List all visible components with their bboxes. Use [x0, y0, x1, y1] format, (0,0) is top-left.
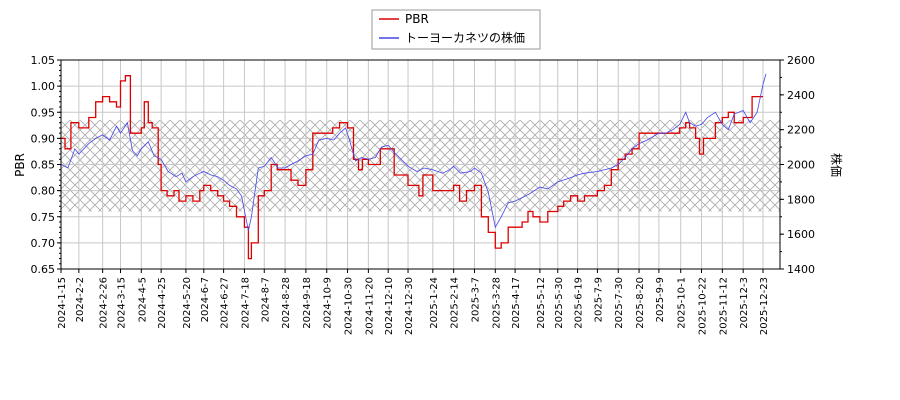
- series-lines: [60, 73, 767, 260]
- y-axis-right-label: 株価: [829, 153, 844, 177]
- y-axis-right: 1400 1600 1800 2000 2200 2400 2600: [780, 54, 815, 276]
- y-tick-label: 1.00: [31, 80, 56, 93]
- y-tick-label: 1.05: [31, 54, 56, 67]
- x-tick-label: 2024-6-27: [220, 277, 231, 329]
- y-right-tick-label: 2200: [787, 124, 815, 137]
- x-tick-label: 2025-11-12: [718, 277, 729, 335]
- legend-pbr-label: PBR: [405, 12, 429, 26]
- x-tick-label: 2024-1-15: [57, 277, 68, 329]
- x-tick-label: 2025-7-30: [614, 277, 625, 329]
- x-tick-label: 2024-9-18: [302, 277, 313, 329]
- x-tick-label: 2024-6-7: [200, 277, 211, 322]
- y-tick-label: 0.75: [31, 211, 56, 224]
- x-tick-label: 2024-12-30: [404, 277, 415, 335]
- x-tick-label: 2024-2-26: [99, 277, 110, 329]
- x-tick-label: 2024-2-2: [75, 277, 86, 322]
- y-tick-label: 0.90: [31, 132, 56, 145]
- x-tick-label: 2024-5-20: [182, 277, 193, 329]
- x-tick-label: 2025-8-20: [635, 277, 646, 329]
- y-tick-label: 0.95: [31, 106, 56, 119]
- x-tick-label: 2024-3-15: [116, 277, 127, 329]
- pbr-line: [61, 75, 763, 260]
- x-tick-label: 2024-10-9: [323, 277, 334, 329]
- y-tick-label: 0.80: [31, 185, 56, 198]
- x-tick-label: 2024-11-20: [364, 277, 375, 335]
- x-tick-label: 2024-4-25: [157, 277, 168, 329]
- y-right-tick-label: 1800: [787, 193, 815, 206]
- legend-box: [371, 9, 541, 50]
- y-right-tick-label: 2400: [787, 89, 815, 102]
- y-right-tick-label: 2600: [787, 54, 815, 67]
- x-tick-label: 2024-4-5: [137, 277, 148, 322]
- y-right-tick-label: 1600: [787, 228, 815, 241]
- y-axis-left-label: PBR: [13, 153, 27, 177]
- x-tick-label: 2025-12-23: [759, 277, 770, 335]
- x-tick-label: 2025-4-17: [511, 277, 522, 329]
- x-tick-label: 2025-10-22: [698, 277, 709, 335]
- y-tick-label: 0.65: [31, 263, 56, 276]
- x-tick-label: 2025-12-3: [739, 277, 750, 329]
- y-axis-left: 0.65 0.70 0.75 0.80 0.85 0.90 0.95 1.00 1.05: [31, 54, 61, 276]
- y-tick-label: 0.70: [31, 237, 56, 250]
- x-tick-label: 2024-7-18: [240, 277, 251, 329]
- x-axis: 2024-1-15 2024-2-2 2024-2-26 2024-3-15 2024-…: [57, 269, 770, 335]
- legend: PBR トーヨーカネツの株価: [371, 9, 541, 50]
- x-tick-label: 2025-7-9: [593, 277, 604, 322]
- legend-price-label: トーヨーカネツの株価: [405, 30, 525, 45]
- y-right-tick-label: 2000: [787, 159, 815, 172]
- y-right-tick-label: 1400: [787, 263, 815, 276]
- stock-price-line: [60, 73, 767, 231]
- y-tick-label: 0.85: [31, 159, 56, 172]
- x-tick-label: 2024-8-7: [260, 277, 271, 322]
- x-tick-label: 2024-10-30: [344, 277, 355, 335]
- x-tick-label: 2025-3-7: [470, 277, 481, 322]
- x-tick-label: 2025-2-14: [450, 277, 461, 329]
- x-tick-label: 2025-10-1: [677, 277, 688, 329]
- x-tick-label: 2025-9-9: [655, 277, 666, 322]
- x-tick-label: 2025-5-12: [536, 277, 547, 329]
- x-tick-label: 2024-12-10: [384, 277, 395, 335]
- x-tick-label: 2024-8-28: [281, 277, 292, 329]
- x-tick-label: 2025-3-28: [491, 277, 502, 329]
- x-tick-label: 2025-5-30: [554, 277, 565, 329]
- x-tick-label: 2025-6-19: [574, 277, 585, 329]
- x-tick-label: 2025-1-24: [429, 277, 440, 329]
- grid-lines: [60, 59, 780, 270]
